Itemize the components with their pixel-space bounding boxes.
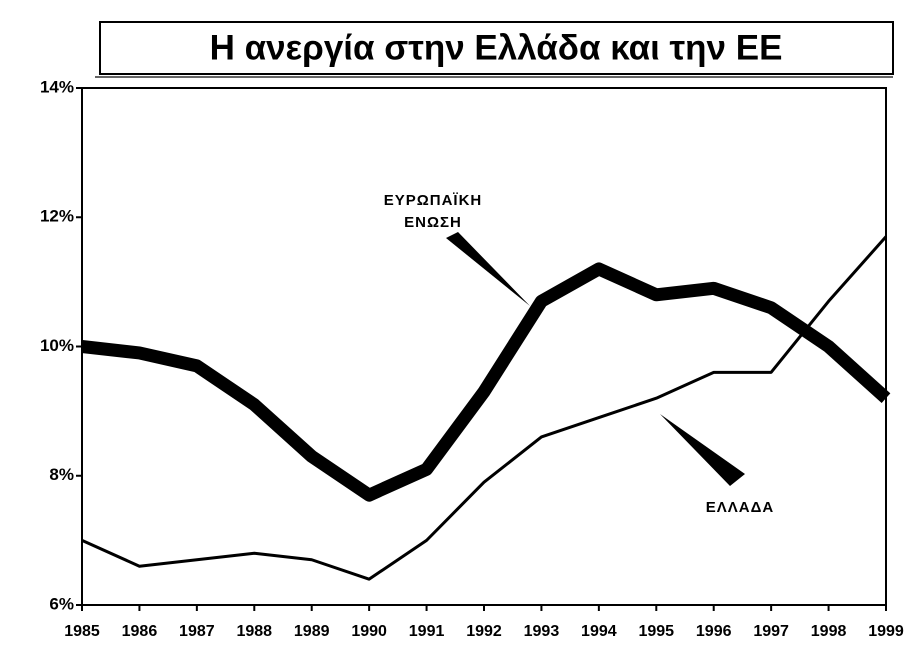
x-tick-label: 1994 [581,623,617,640]
x-tick-label: 1997 [753,623,789,640]
x-tick-label: 1993 [524,623,560,640]
series-line [81,262,891,502]
x-tick-label: 1990 [351,623,387,640]
series-line [81,235,888,581]
y-tick-label: 12% [40,207,74,226]
y-tick-label: 6% [49,594,74,613]
x-tick-label: 1987 [179,623,215,640]
y-tick-label: 10% [40,336,74,355]
plot-frame [81,87,887,606]
chart-title: Η ανεργία στην Ελλάδα και την ΕΕ [210,28,783,67]
y-tick-label: 14% [40,77,74,96]
eu-label: ΕΥΡΩΠΑΪΚΗ ΕΝΩΣΗ [383,192,483,231]
x-tick-label: 1992 [466,623,502,640]
x-tick-label: 1998 [811,623,847,640]
x-tick-label: 1986 [122,623,158,640]
x-tick-label: 1991 [409,623,445,640]
x-tick-label: 1989 [294,623,330,640]
x-tick-label: 1985 [64,623,100,640]
greece-label: ΕΛΛΑΔΑ [705,499,775,516]
x-tick-label: 1988 [236,623,272,640]
x-tick-label: 1995 [638,623,674,640]
greece-pointer [660,414,745,486]
x-tick-label: 1999 [868,623,904,640]
title-box [99,21,894,75]
x-tick-label: 1996 [696,623,732,640]
eu-pointer [446,232,530,306]
y-tick-label: 8% [49,465,74,484]
